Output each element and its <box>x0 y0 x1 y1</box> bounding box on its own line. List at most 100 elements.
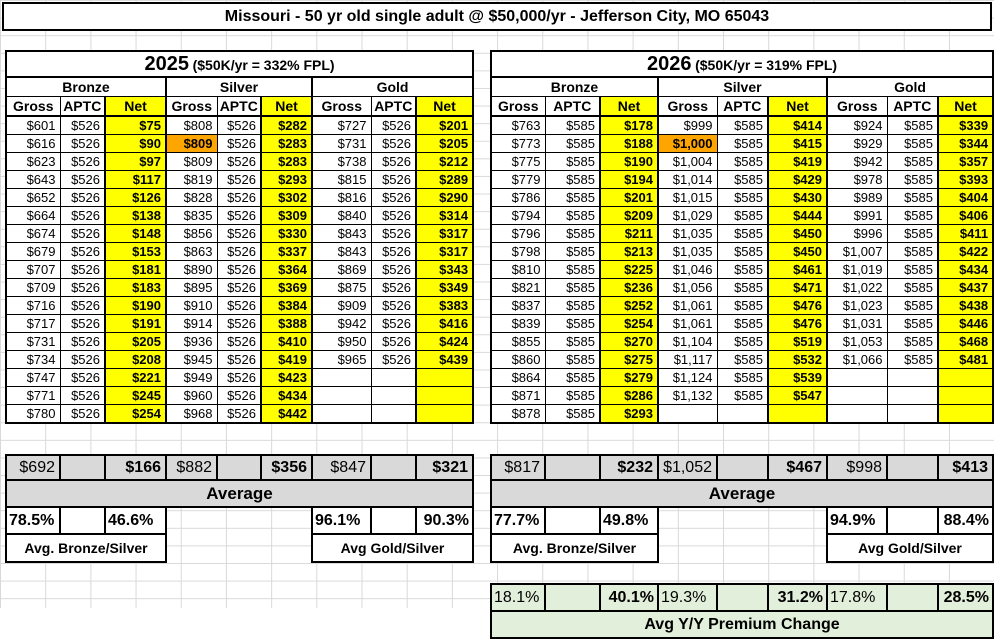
cell-bronze-aptc[interactable]: $526 <box>59 386 106 405</box>
cell-gold-net[interactable]: $205 <box>414 134 475 153</box>
cell-bronze-net[interactable]: $208 <box>104 350 167 369</box>
cell-gold-gross[interactable]: $815 <box>311 170 372 189</box>
cell-bronze-net[interactable]: $126 <box>104 188 167 207</box>
cell-gold-net[interactable]: $434 <box>936 260 994 279</box>
cell-gold-gross[interactable] <box>826 386 888 405</box>
col-header-aptc[interactable]: APTC <box>886 96 939 117</box>
cell-bronze-aptc[interactable]: $526 <box>59 332 106 351</box>
cell-gold-aptc[interactable]: $526 <box>370 170 417 189</box>
cell-bronze-gross[interactable]: $821 <box>490 278 546 297</box>
cell-gold-aptc[interactable]: $526 <box>370 152 417 171</box>
cell-silver-aptc[interactable]: $585 <box>716 332 769 351</box>
cell-bronze-aptc[interactable]: $526 <box>59 188 106 207</box>
cell-silver-gross[interactable]: $1,056 <box>657 278 718 297</box>
cell-bronze-aptc[interactable]: $585 <box>544 170 601 189</box>
cell-bronze-net[interactable]: $201 <box>599 188 659 207</box>
cell-silver-gross[interactable]: $1,104 <box>657 332 718 351</box>
cell-silver-gross[interactable]: $999 <box>657 115 718 135</box>
cell-silver-net[interactable]: $429 <box>767 170 828 189</box>
cell-bronze-aptc[interactable]: $526 <box>59 224 106 243</box>
cell-bronze-net[interactable]: $270 <box>599 332 659 351</box>
cell-bronze-net[interactable]: $117 <box>104 170 167 189</box>
cell-gold-net[interactable]: $349 <box>414 278 475 297</box>
cell-silver-gross[interactable]: $856 <box>165 224 218 243</box>
cell-gold-aptc[interactable]: $585 <box>886 314 939 333</box>
cell-gold-net[interactable] <box>936 368 994 387</box>
cell-bronze-gross[interactable]: $679 <box>5 242 61 261</box>
cell-bronze-aptc[interactable]: $526 <box>59 296 106 315</box>
col-header-gross[interactable]: Gross <box>5 96 61 117</box>
yoy-percent-cell[interactable]: 19.3% <box>657 583 718 612</box>
cell-gold-aptc[interactable]: $585 <box>886 224 939 243</box>
cell-silver-aptc[interactable]: $585 <box>716 386 769 405</box>
cell-gold-gross[interactable] <box>311 404 372 424</box>
cell-gold-gross[interactable]: $869 <box>311 260 372 279</box>
cell-silver-gross[interactable]: $936 <box>165 332 218 351</box>
cell-silver-net[interactable]: $476 <box>767 314 828 333</box>
cell-silver-gross[interactable]: $1,061 <box>657 296 718 315</box>
percent-cell[interactable]: 88.4% <box>937 506 994 535</box>
yoy-percent-cell[interactable] <box>716 583 769 612</box>
cell-silver-net[interactable]: $532 <box>767 350 828 369</box>
cell-gold-net[interactable] <box>414 386 475 405</box>
tier-header-gold[interactable]: Gold <box>825 76 994 97</box>
cell-silver-aptc[interactable]: $585 <box>716 224 769 243</box>
cell-silver-net[interactable]: $337 <box>260 242 313 261</box>
cell-bronze-net[interactable]: $236 <box>599 278 659 297</box>
cell-gold-gross[interactable]: $909 <box>311 296 372 315</box>
cell-bronze-gross[interactable]: $771 <box>5 386 61 405</box>
col-header-gross[interactable]: Gross <box>657 96 718 117</box>
col-header-aptc[interactable]: APTC <box>59 96 106 117</box>
cell-bronze-aptc[interactable]: $585 <box>544 278 601 297</box>
cell-bronze-gross[interactable]: $855 <box>490 332 546 351</box>
average-cell[interactable] <box>370 454 417 481</box>
cell-gold-net[interactable] <box>414 404 475 424</box>
cell-gold-gross[interactable]: $1,053 <box>826 332 888 351</box>
cell-bronze-net[interactable]: $190 <box>104 296 167 315</box>
cell-gold-net[interactable]: $314 <box>414 206 475 225</box>
percent-cell[interactable]: 90.3% <box>415 506 474 535</box>
cell-gold-gross[interactable]: $1,019 <box>826 260 888 279</box>
cell-bronze-net[interactable]: $225 <box>599 260 659 279</box>
cell-silver-gross[interactable]: $1,000 <box>657 134 718 153</box>
cell-bronze-gross[interactable]: $779 <box>490 170 546 189</box>
cell-bronze-gross[interactable]: $860 <box>490 350 546 369</box>
average-cell[interactable] <box>716 454 769 481</box>
cell-silver-net[interactable]: $302 <box>260 188 313 207</box>
col-header-gross[interactable]: Gross <box>490 96 546 117</box>
tier-header-bronze[interactable]: Bronze <box>5 76 167 97</box>
yoy-percent-cell[interactable] <box>544 583 601 612</box>
cell-gold-net[interactable]: $343 <box>414 260 475 279</box>
cell-silver-net[interactable]: $384 <box>260 296 313 315</box>
yoy-label[interactable]: Avg Y/Y Premium Change <box>490 610 994 639</box>
average-cell[interactable]: $321 <box>415 454 474 481</box>
cell-bronze-gross[interactable]: $643 <box>5 170 61 189</box>
cell-bronze-net[interactable]: $209 <box>599 206 659 225</box>
cell-silver-gross[interactable]: $863 <box>165 242 218 261</box>
average-cell[interactable]: $882 <box>165 454 218 481</box>
cell-silver-aptc[interactable]: $585 <box>716 115 769 135</box>
cell-silver-aptc[interactable]: $585 <box>716 278 769 297</box>
col-header-gross[interactable]: Gross <box>165 96 218 117</box>
cell-gold-aptc[interactable] <box>370 368 417 387</box>
cell-bronze-gross[interactable]: $810 <box>490 260 546 279</box>
cell-bronze-aptc[interactable]: $526 <box>59 404 106 424</box>
cell-silver-gross[interactable]: $835 <box>165 206 218 225</box>
cell-bronze-gross[interactable]: $780 <box>5 404 61 424</box>
cell-silver-net[interactable]: $410 <box>260 332 313 351</box>
cell-silver-net[interactable]: $434 <box>260 386 313 405</box>
cell-silver-aptc[interactable]: $526 <box>216 350 262 369</box>
cell-silver-gross[interactable]: $828 <box>165 188 218 207</box>
cell-bronze-net[interactable]: $293 <box>599 404 659 424</box>
cell-silver-gross[interactable]: $1,014 <box>657 170 718 189</box>
cell-bronze-aptc[interactable]: $585 <box>544 386 601 405</box>
cell-gold-aptc[interactable]: $585 <box>886 332 939 351</box>
cell-bronze-gross[interactable]: $731 <box>5 332 61 351</box>
cell-silver-aptc[interactable]: $526 <box>216 368 262 387</box>
cell-bronze-net[interactable]: $138 <box>104 206 167 225</box>
cell-gold-gross[interactable]: $929 <box>826 134 888 153</box>
cell-silver-net[interactable]: $414 <box>767 115 828 135</box>
cell-bronze-gross[interactable]: $707 <box>5 260 61 279</box>
average-cell[interactable]: $817 <box>490 454 546 481</box>
cell-gold-aptc[interactable]: $526 <box>370 278 417 297</box>
